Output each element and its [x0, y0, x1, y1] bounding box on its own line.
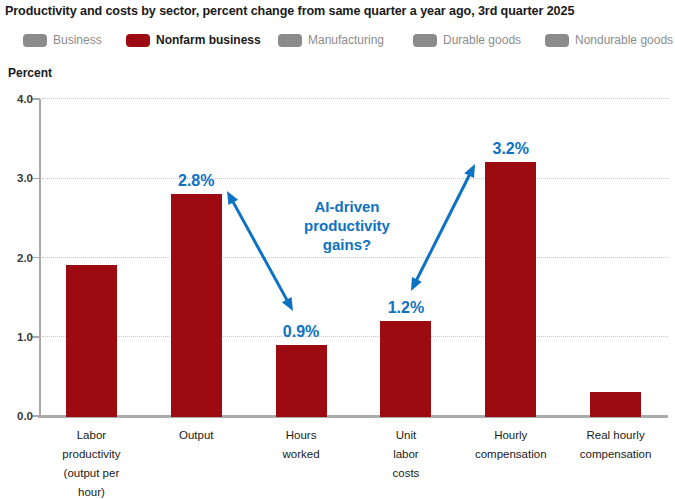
annotation-text: AI-driven productivity gains?: [267, 197, 427, 254]
chart-canvas: Productivity and costs by sector, percen…: [0, 0, 675, 499]
